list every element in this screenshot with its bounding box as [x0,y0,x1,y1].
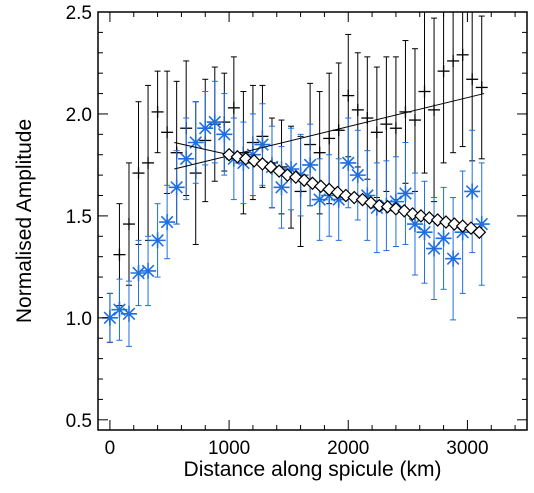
data-point-plus [418,85,431,98]
data-point-asterisk [397,185,414,202]
y-axis-title: Normalised Amplitude [13,119,36,323]
data-point-asterisk [445,250,462,267]
data-point-plus [151,105,164,118]
data-point-asterisk [349,167,366,184]
x-tick-label: 3000 [446,438,488,459]
data-point-plus [475,81,488,94]
model-line-segment [174,142,230,156]
data-point-asterisk [464,183,481,200]
data-point-asterisk [273,179,290,196]
data-point-plus [408,114,421,127]
data-point-asterisk [302,156,319,173]
data-point-asterisk [426,240,443,257]
model-diamond [372,198,387,213]
data-point-plus [342,89,355,102]
data-point-plus [227,101,240,114]
axis-tick-labels: 0 1000 2000 3000 0.5 1.0 1.5 2.0 2.5 [66,3,489,459]
data-point-plus [380,118,393,131]
data-point-asterisk [340,154,357,171]
axis-ticks [98,11,527,430]
data-point-asterisk [130,264,147,281]
data-point-asterisk [435,230,452,247]
data-point-plus [456,48,469,61]
data-point-plus [113,248,126,261]
data-point-asterisk [140,262,157,279]
y-tick-label: 1.0 [66,309,92,330]
data-point-plus [142,156,155,169]
data-point-asterisk [168,179,185,196]
y-tick-label: 2.5 [66,3,92,24]
data-point-asterisk [149,232,166,249]
data-point-plus [389,122,402,135]
data-point-plus [161,126,174,139]
data-point-asterisk [178,150,195,167]
data-point-plus [447,54,460,67]
data-point-asterisk [187,134,204,151]
data-point-asterisk [416,224,433,241]
x-tick-label: 1000 [208,438,250,459]
data-point-asterisk [120,305,137,322]
y-tick-label: 1.5 [66,207,92,228]
x-axis-title: Distance along spicule (km) [184,458,442,481]
data-point-plus [370,126,383,139]
data-point-asterisk [216,126,233,143]
y-tick-label: 0.5 [66,411,92,432]
data-point-plus [466,73,479,86]
data-point-asterisk [159,214,176,231]
y-tick-label: 2.0 [66,105,92,126]
data-point-asterisk [197,120,214,137]
data-point-plus [132,167,145,180]
data-point-plus [313,146,326,159]
x-tick-label: 2000 [327,438,369,459]
data-point-plus [122,218,135,231]
data-point-plus [437,65,450,78]
data-point-asterisk [206,114,223,131]
model-diamond [472,225,487,240]
x-tick-label: 0 [105,438,116,459]
data-point-asterisk [254,136,271,153]
data-point-plus [351,103,364,116]
plot-frame [97,11,528,431]
data-point-plus [323,132,336,145]
